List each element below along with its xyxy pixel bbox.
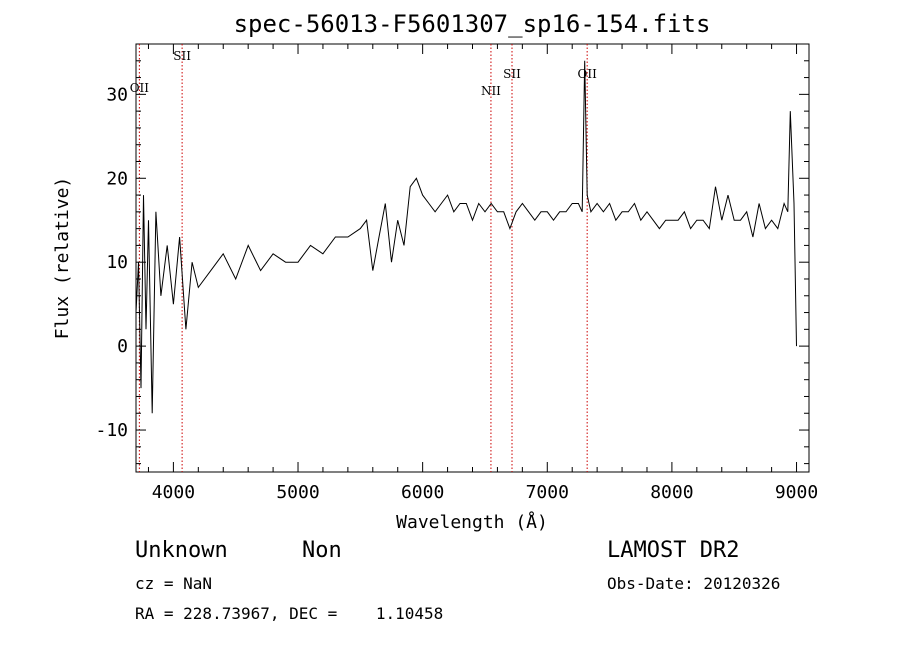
y-tick-label: 10 — [106, 252, 128, 273]
x-axis-label: Wavelength (Å) — [396, 511, 548, 533]
object-class: Unknown — [135, 538, 228, 563]
chart-title: spec-56013-F5601307_sp16-154.fits — [234, 10, 711, 38]
y-tick-label: 30 — [106, 84, 128, 105]
line-marker-label: OII — [577, 67, 597, 81]
object-subclass: Non — [302, 538, 342, 563]
line-marker-label: NII — [481, 84, 501, 98]
x-tick-label: 7000 — [526, 482, 569, 503]
y-tick-label: 0 — [117, 336, 128, 357]
spectrum-line — [135, 60, 797, 414]
redshift-cz: cz = NaN — [135, 574, 213, 593]
x-tick-label: 6000 — [401, 482, 444, 503]
line-marker-label: SII — [503, 67, 521, 81]
y-tick-label: 20 — [106, 168, 128, 189]
x-tick-label: 8000 — [650, 482, 693, 503]
line-marker-label: OII — [130, 81, 150, 95]
x-tick-label: 4000 — [152, 482, 195, 503]
axis-ticks: 4000 5000 6000 7000 8000 9000 -10 0 10 20 30 — [95, 44, 818, 503]
y-axis-label: Flux (relative) — [52, 177, 73, 340]
observation-date: Obs-Date: 20120326 — [607, 574, 781, 593]
x-tick-label: 5000 — [276, 482, 319, 503]
plot-frame — [135, 43, 810, 473]
x-tick-label: 9000 — [775, 482, 818, 503]
coordinates: RA = 228.73967, DEC = 1.10458 — [135, 604, 444, 623]
line-marker-label: SII — [173, 49, 191, 63]
y-tick-label: -10 — [95, 420, 128, 441]
survey-name: LAMOST DR2 — [607, 538, 740, 563]
